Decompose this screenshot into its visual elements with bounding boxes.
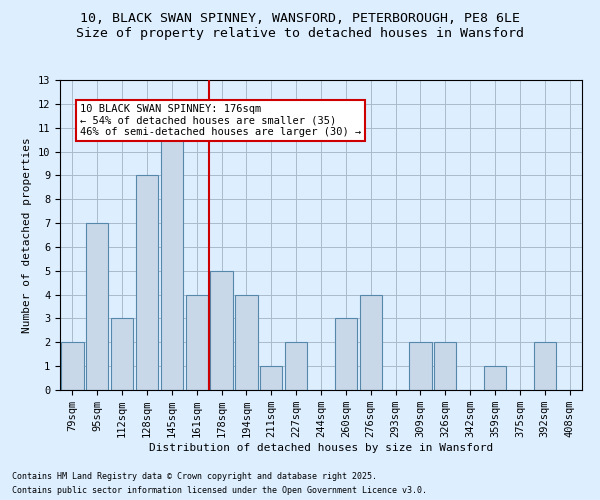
Bar <box>211 271 233 390</box>
Bar <box>409 342 431 390</box>
Text: 10 BLACK SWAN SPINNEY: 176sqm
← 54% of detached houses are smaller (35)
46% of s: 10 BLACK SWAN SPINNEY: 176sqm ← 54% of d… <box>80 104 361 137</box>
Bar <box>260 366 283 390</box>
Bar <box>185 294 208 390</box>
Bar <box>434 342 457 390</box>
X-axis label: Distribution of detached houses by size in Wansford: Distribution of detached houses by size … <box>149 443 493 453</box>
Bar <box>136 176 158 390</box>
Bar <box>61 342 83 390</box>
Bar <box>285 342 307 390</box>
Bar <box>161 128 183 390</box>
Text: Contains HM Land Registry data © Crown copyright and database right 2025.: Contains HM Land Registry data © Crown c… <box>12 472 377 481</box>
Bar <box>86 223 109 390</box>
Bar <box>111 318 133 390</box>
Bar <box>484 366 506 390</box>
Bar <box>359 294 382 390</box>
Text: 10, BLACK SWAN SPINNEY, WANSFORD, PETERBOROUGH, PE8 6LE: 10, BLACK SWAN SPINNEY, WANSFORD, PETERB… <box>80 12 520 26</box>
Bar <box>335 318 357 390</box>
Text: Contains public sector information licensed under the Open Government Licence v3: Contains public sector information licen… <box>12 486 427 495</box>
Bar <box>235 294 257 390</box>
Bar <box>533 342 556 390</box>
Text: Size of property relative to detached houses in Wansford: Size of property relative to detached ho… <box>76 28 524 40</box>
Y-axis label: Number of detached properties: Number of detached properties <box>22 137 32 333</box>
